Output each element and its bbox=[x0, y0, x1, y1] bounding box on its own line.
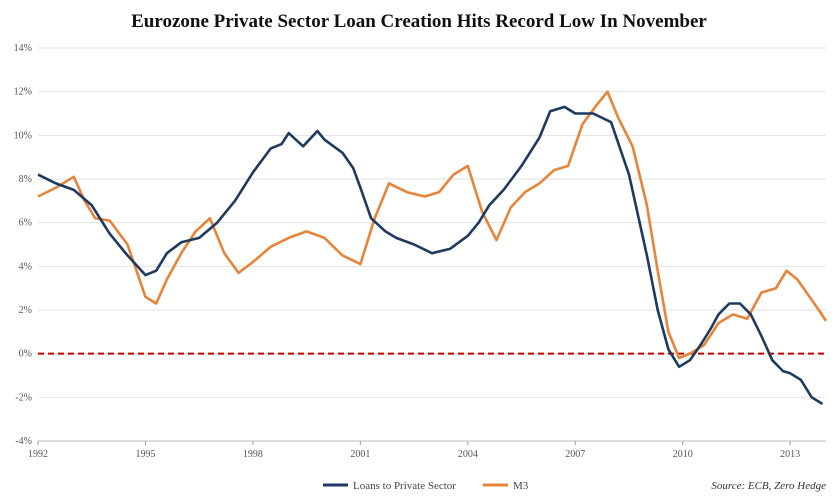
y-tick-label: 4% bbox=[19, 261, 32, 272]
source-note: Source: ECB, Zero Hedge bbox=[711, 480, 826, 492]
y-tick-label: 14% bbox=[14, 43, 32, 54]
series-line-m3 bbox=[37, 90, 828, 360]
x-tick-label: 2013 bbox=[780, 449, 800, 460]
x-tick-label: 2007 bbox=[565, 449, 585, 460]
series-lines bbox=[37, 90, 828, 406]
y-axis: -4% -2% 0% 2% 4% 6% 8% 10% 12% 14% bbox=[14, 43, 32, 447]
legend-label-m3: M3 bbox=[513, 480, 529, 492]
x-tick-label: 2001 bbox=[350, 449, 370, 460]
legend-label-loans: Loans to Private Sector bbox=[353, 480, 456, 492]
x-tick-label: 2010 bbox=[673, 449, 693, 460]
y-tick-label: 12% bbox=[14, 87, 32, 98]
x-tick-label: 1995 bbox=[135, 449, 155, 460]
y-tick-label: 2% bbox=[19, 305, 32, 316]
series-line-loans bbox=[37, 105, 824, 406]
x-tick-label: 1998 bbox=[243, 449, 263, 460]
legend: Loans to Private Sector M3 bbox=[323, 480, 529, 492]
y-tick-label: 6% bbox=[19, 218, 32, 229]
y-tick-label: -4% bbox=[15, 436, 32, 447]
x-tick-label: 2004 bbox=[458, 449, 478, 460]
x-axis: 1992 1995 1998 2001 2004 2007 2010 2013 bbox=[28, 440, 826, 460]
y-tick-label: 8% bbox=[19, 174, 32, 185]
x-tick-label: 1992 bbox=[28, 449, 48, 460]
chart-title: Eurozone Private Sector Loan Creation Hi… bbox=[131, 11, 707, 32]
y-tick-label: 10% bbox=[14, 130, 32, 141]
y-tick-label: 0% bbox=[19, 349, 32, 360]
y-tick-label: -2% bbox=[15, 392, 32, 403]
grid-lines bbox=[38, 47, 826, 442]
